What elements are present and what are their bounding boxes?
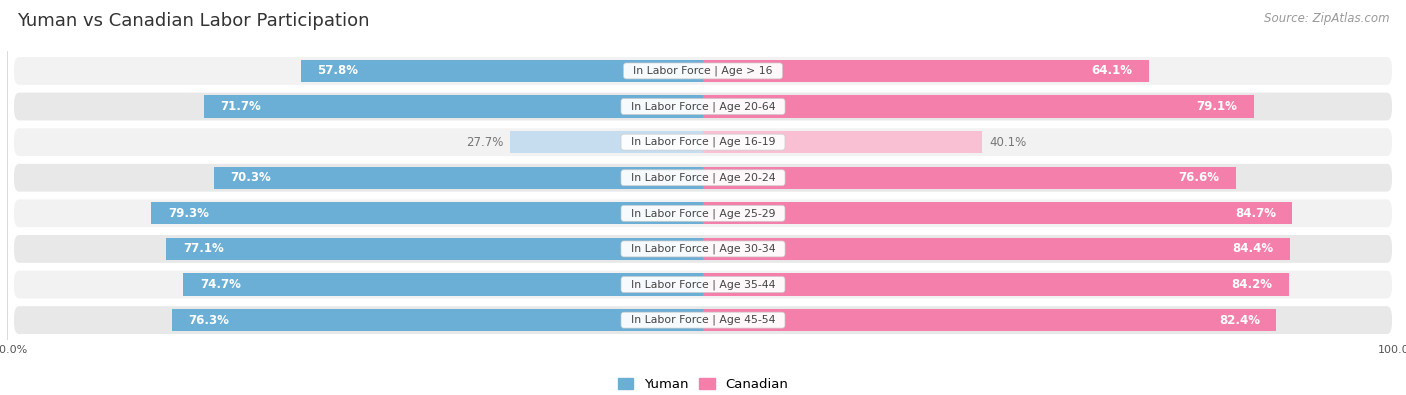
Text: 71.7%: 71.7% — [221, 100, 262, 113]
Text: 74.7%: 74.7% — [200, 278, 240, 291]
FancyBboxPatch shape — [14, 235, 1392, 263]
Bar — [703, 238, 1291, 260]
Bar — [183, 273, 703, 295]
FancyBboxPatch shape — [14, 306, 1392, 334]
Bar — [172, 309, 703, 331]
FancyBboxPatch shape — [14, 128, 1392, 156]
Bar — [214, 167, 703, 189]
FancyBboxPatch shape — [14, 199, 1392, 227]
Bar — [703, 167, 1236, 189]
Bar — [703, 96, 1254, 118]
Bar — [703, 202, 1292, 224]
Text: In Labor Force | Age 45-54: In Labor Force | Age 45-54 — [624, 315, 782, 325]
Text: 84.2%: 84.2% — [1232, 278, 1272, 291]
Bar — [204, 96, 703, 118]
Text: In Labor Force | Age 20-64: In Labor Force | Age 20-64 — [624, 101, 782, 112]
Text: In Labor Force | Age 30-34: In Labor Force | Age 30-34 — [624, 244, 782, 254]
Text: 79.3%: 79.3% — [167, 207, 208, 220]
Text: 82.4%: 82.4% — [1219, 314, 1260, 327]
Text: In Labor Force | Age 16-19: In Labor Force | Age 16-19 — [624, 137, 782, 147]
Text: 76.6%: 76.6% — [1178, 171, 1219, 184]
Text: 70.3%: 70.3% — [231, 171, 271, 184]
Legend: Yuman, Canadian: Yuman, Canadian — [613, 373, 793, 395]
Text: Yuman vs Canadian Labor Participation: Yuman vs Canadian Labor Participation — [17, 12, 370, 30]
FancyBboxPatch shape — [14, 164, 1392, 192]
Bar — [510, 131, 703, 153]
Text: 84.4%: 84.4% — [1233, 243, 1274, 256]
Text: 64.1%: 64.1% — [1091, 64, 1132, 77]
Bar — [703, 131, 981, 153]
Bar — [166, 238, 703, 260]
FancyBboxPatch shape — [14, 271, 1392, 298]
Bar — [703, 309, 1277, 331]
Bar — [703, 60, 1149, 82]
Bar — [301, 60, 703, 82]
Text: Source: ZipAtlas.com: Source: ZipAtlas.com — [1264, 12, 1389, 25]
Text: 84.7%: 84.7% — [1234, 207, 1275, 220]
Bar — [703, 273, 1289, 295]
Text: 76.3%: 76.3% — [188, 314, 229, 327]
Bar — [150, 202, 703, 224]
Text: 77.1%: 77.1% — [183, 243, 224, 256]
Text: In Labor Force | Age 25-29: In Labor Force | Age 25-29 — [624, 208, 782, 218]
FancyBboxPatch shape — [14, 93, 1392, 120]
Text: In Labor Force | Age 20-24: In Labor Force | Age 20-24 — [624, 173, 782, 183]
Text: In Labor Force | Age 35-44: In Labor Force | Age 35-44 — [624, 279, 782, 290]
Text: 79.1%: 79.1% — [1197, 100, 1237, 113]
Text: 40.1%: 40.1% — [988, 135, 1026, 149]
Text: 27.7%: 27.7% — [465, 135, 503, 149]
FancyBboxPatch shape — [14, 57, 1392, 85]
Text: 57.8%: 57.8% — [318, 64, 359, 77]
Text: In Labor Force | Age > 16: In Labor Force | Age > 16 — [626, 66, 780, 76]
